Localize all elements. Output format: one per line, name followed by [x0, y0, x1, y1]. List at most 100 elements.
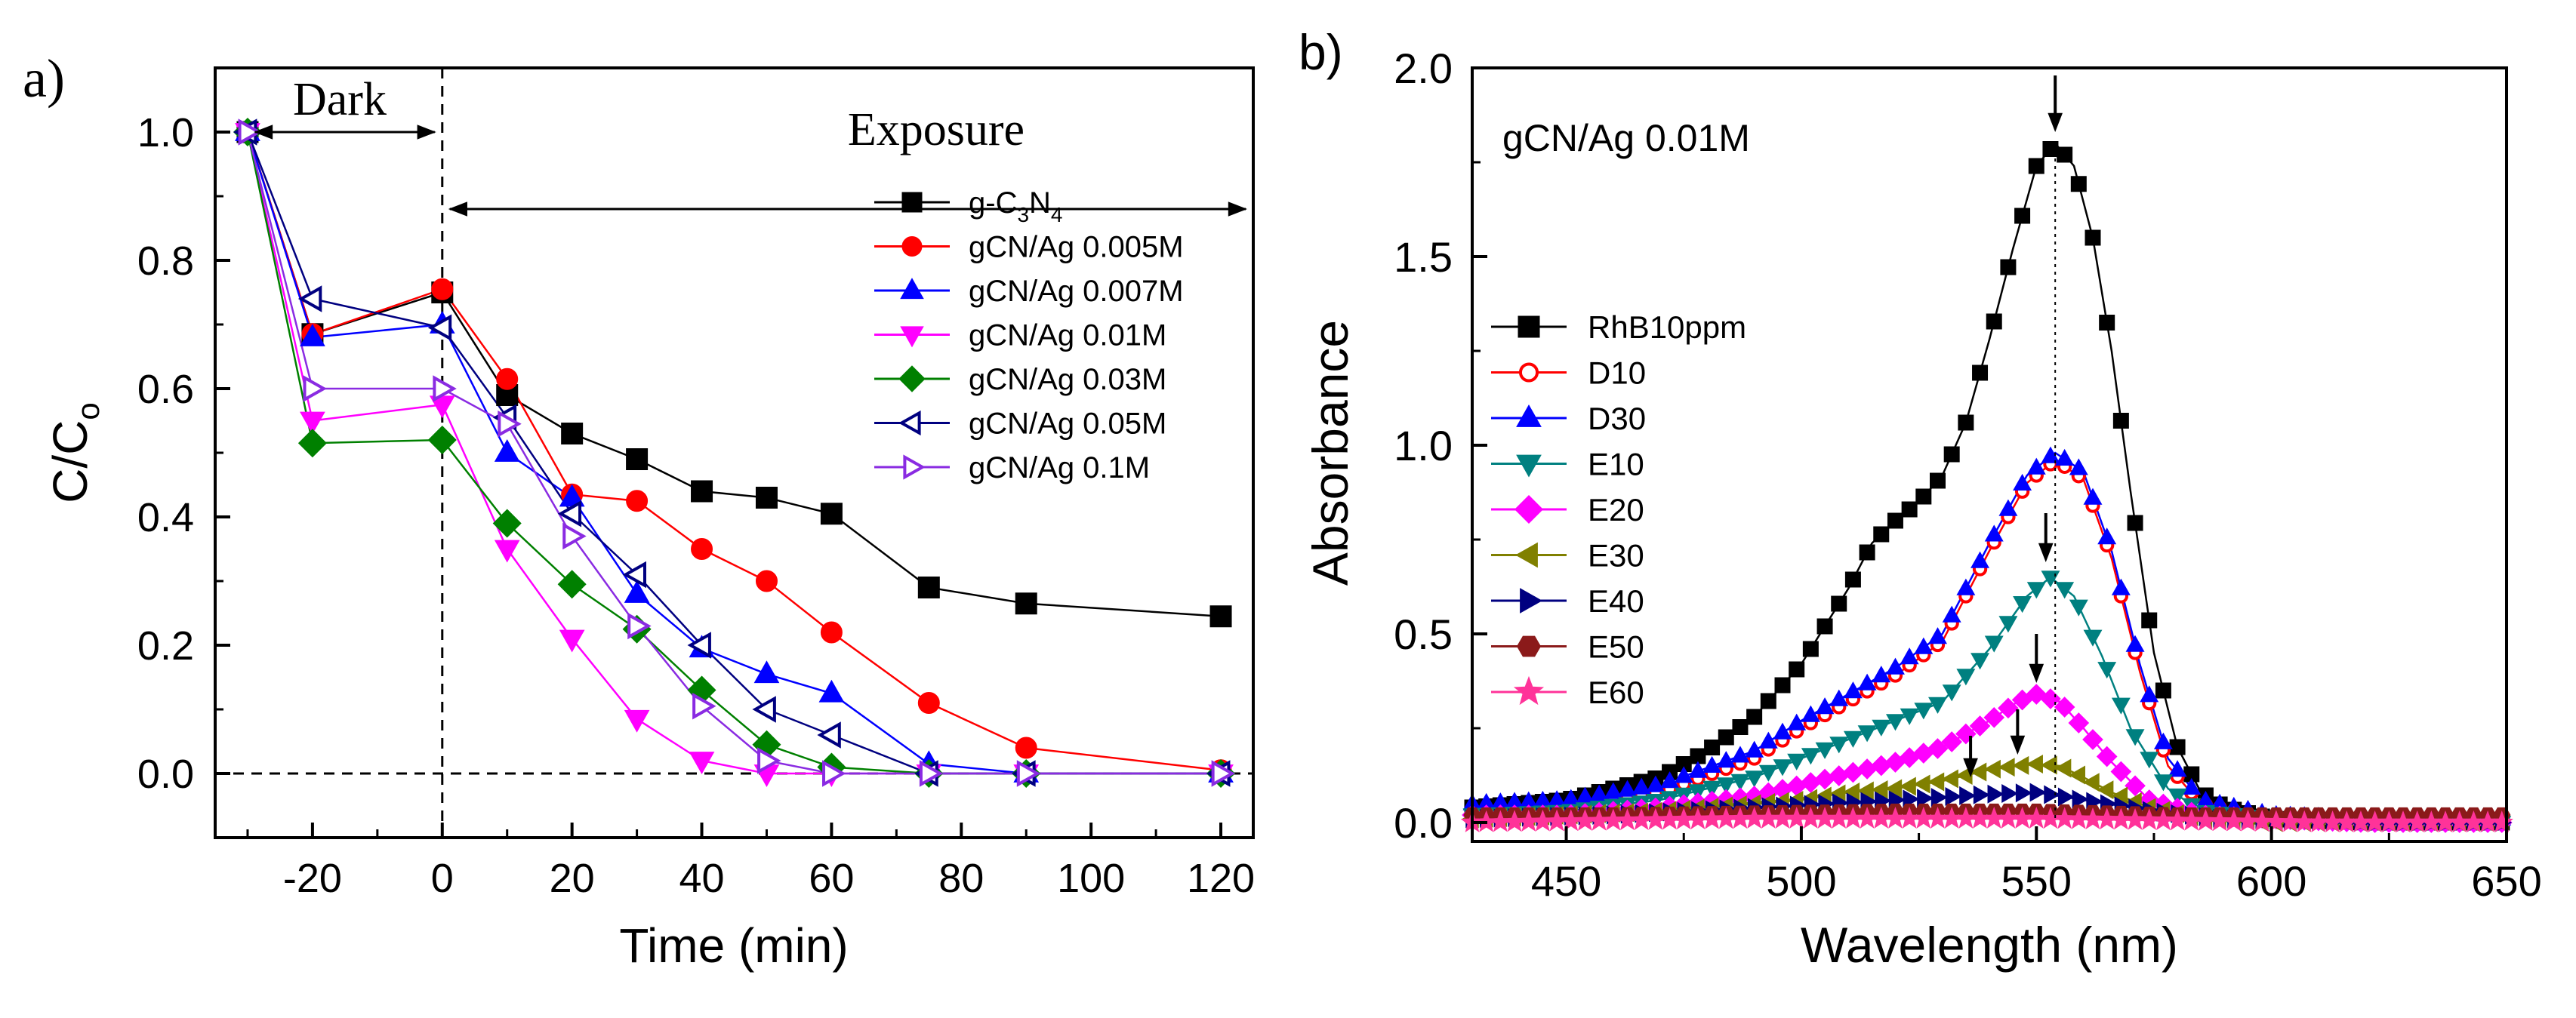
- spectrum-point-s0: [1690, 748, 1706, 764]
- data-point-s0-7: [755, 487, 778, 509]
- panel-b: b) 450 500 550 600 650 0.0 0.5 1.0 1.5 2.0 gCN/A…: [1299, 24, 2542, 973]
- panel-a-x-tick-labels: -20 0 20 40 60 80 100 120: [283, 856, 1255, 901]
- spectrum-point-s2: [1984, 524, 2004, 542]
- spectrum-point-s2: [1956, 578, 1976, 595]
- y-tick-label: 1.0: [137, 110, 194, 155]
- spectrum-point-s3: [1787, 753, 1807, 770]
- data-point-s1-10: [1015, 737, 1037, 759]
- spectrum-point-s2: [2168, 760, 2187, 777]
- y-tick-label: 0.6: [137, 367, 194, 412]
- spectrum-point-s2: [2013, 473, 2032, 491]
- spectrum-point-s3: [2125, 729, 2145, 746]
- spectrum-point-s0: [1859, 544, 1875, 561]
- spectrum-point-s0: [1802, 641, 1819, 657]
- panel-b-markers: [1460, 141, 2513, 833]
- x-tick-label: 100: [1057, 856, 1125, 901]
- spectrum-point-s2: [1604, 782, 1623, 799]
- spectrum-point-s3: [1857, 725, 1877, 743]
- data-point-s0-9: [917, 577, 940, 598]
- spectrum-point-s2: [1758, 731, 1778, 749]
- spectrum-point-s5: [1983, 759, 2001, 779]
- spectrum-point-s3: [1885, 714, 1905, 731]
- spectrum-point-s3: [1928, 697, 1947, 714]
- spectrum-point-s5: [2054, 758, 2072, 778]
- spectrum-point-s4: [1828, 765, 1850, 786]
- spectrum-point-s2: [2026, 457, 2046, 475]
- data-point-s6-10: [1016, 760, 1041, 787]
- series-line-1: [246, 131, 1222, 771]
- legend-marker-2: [1516, 404, 1542, 427]
- legend-label-4: E20: [1588, 492, 1644, 527]
- legend-label-4: gCN/Ag 0.03M: [969, 363, 1166, 396]
- spectrum-point-s5: [1871, 780, 1888, 799]
- legend-marker-8: [1513, 675, 1545, 706]
- legend-marker-1: [901, 236, 923, 257]
- spectrum-point-s0: [2014, 208, 2031, 224]
- panel-b-plot-frame: [1471, 66, 2508, 843]
- spectrum-point-s5: [1899, 777, 1916, 796]
- x-tick-label: -20: [283, 856, 342, 901]
- data-point-s1-8: [820, 621, 843, 644]
- spectrum-point-s3: [2013, 596, 2032, 614]
- data-point-s3-4: [559, 629, 585, 653]
- x-tick-label: 550: [2001, 857, 2072, 905]
- spectrum-point-s5: [1970, 762, 1987, 782]
- legend-marker-3: [900, 326, 924, 348]
- spectrum-point-s2: [1730, 746, 1750, 763]
- spectrum-point-s2: [2041, 446, 2060, 463]
- spectrum-point-s4: [1870, 755, 1892, 777]
- spectrum-point-s4: [2096, 746, 2118, 767]
- legend-label-2: gCN/Ag 0.007M: [969, 275, 1184, 308]
- spectrum-point-s0: [1915, 488, 1932, 505]
- data-point-s6-4: [562, 522, 587, 550]
- exposure-label: Exposure: [848, 104, 1025, 155]
- x-tick-label: 120: [1187, 856, 1255, 901]
- data-point-s0-4: [561, 423, 584, 444]
- spectrum-point-s3: [1758, 764, 1778, 782]
- legend-label-part: 3: [1017, 203, 1029, 226]
- spectrum-point-s2: [1885, 657, 1905, 675]
- spectrum-point-s3: [1942, 684, 1961, 702]
- legend-label-part: 4: [1051, 203, 1063, 226]
- spectrum-point-s2: [1928, 627, 1947, 644]
- spectrum-point-s3: [1956, 669, 1976, 686]
- panel-a-y-axis-label-main: C/C: [43, 420, 97, 503]
- spectrum-point-s0: [1789, 661, 1805, 678]
- data-point-s2-4: [559, 484, 585, 507]
- data-point-s0-10: [1015, 592, 1037, 615]
- data-point-s5-6: [687, 632, 711, 659]
- spectrum-point-s3: [2041, 571, 2060, 588]
- series-line-6: [246, 131, 1222, 775]
- legend-marker-6: [1520, 588, 1543, 614]
- x-tick-label: 450: [1531, 857, 1601, 905]
- y-tick-label: 1.5: [1394, 233, 1453, 281]
- legend-label-6: gCN/Ag 0.1M: [969, 451, 1150, 484]
- x-tick-label: 80: [938, 856, 984, 901]
- spectrum-point-s0: [2112, 413, 2129, 429]
- spectrum-point-s0: [2127, 515, 2143, 531]
- spectrum-point-s0: [2141, 612, 2158, 629]
- data-point-s1-5: [626, 490, 649, 512]
- spectrum-point-s3: [1730, 773, 1750, 791]
- data-point-s6-2: [433, 375, 457, 402]
- y-tick-label: 0.0: [137, 752, 194, 797]
- legend-marker-2: [900, 278, 924, 300]
- peak-arrow-head-3: [2010, 735, 2026, 755]
- spectrum-point-s5: [1927, 772, 1945, 792]
- spectrum-point-s5: [1885, 779, 1903, 798]
- spectrum-point-s5: [1843, 783, 1860, 801]
- data-point-s3-6: [689, 752, 715, 775]
- data-point-s4-2: [427, 425, 457, 455]
- spectrum-point-s3: [1801, 748, 1820, 765]
- spectrum-point-s4: [1969, 715, 1991, 737]
- panel-b-x-tick-labels: 450 500 550 600 650: [1531, 857, 2542, 905]
- legend-label-8: E60: [1588, 675, 1644, 710]
- y-tick-label: 1.0: [1394, 422, 1453, 469]
- data-point-s2-1: [300, 323, 325, 346]
- spectrum-point-s0: [1943, 446, 1960, 463]
- spectrum-point-s3: [2140, 752, 2159, 769]
- spectrum-point-s4: [2011, 689, 2033, 711]
- peak-arrow-head-0: [2048, 112, 2063, 132]
- spectrum-point-s0: [1816, 618, 1833, 635]
- spectrum-point-s4: [1998, 697, 2019, 719]
